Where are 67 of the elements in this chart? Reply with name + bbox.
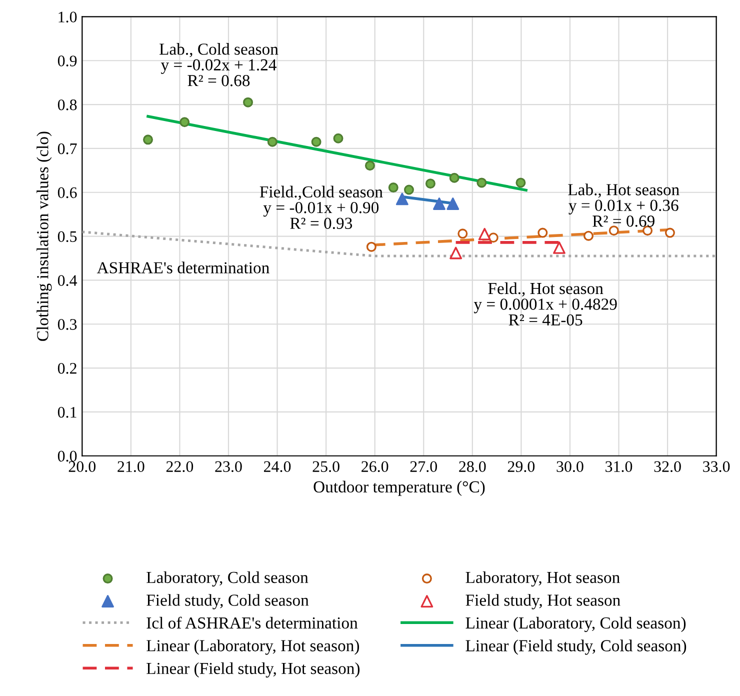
point: [553, 241, 566, 254]
point: [388, 182, 398, 193]
x-tick-label: 32.0: [654, 461, 681, 472]
legend-label: Laboratory, Cold season: [146, 571, 308, 587]
legend-label: Linear (Field study, Hot season): [146, 662, 360, 678]
y-tick-label: 0.6: [58, 187, 77, 198]
point: [142, 134, 153, 145]
point: [366, 242, 376, 252]
point: [396, 192, 408, 206]
point: [243, 97, 254, 108]
y-tick-label: 0.5: [58, 231, 77, 242]
y-tick-label: 0.3: [58, 319, 77, 330]
x-axis-title: Outdoor temperature (°C): [314, 480, 485, 496]
point: [608, 226, 619, 236]
point: [333, 133, 344, 144]
point: [180, 117, 190, 128]
x-tick-label: 27.0: [410, 461, 437, 472]
legend-label: Field study, Hot season: [466, 594, 620, 610]
y-tick-label: 0.1: [58, 406, 76, 418]
y-tick-label: 0.9: [58, 56, 77, 66]
annotation: Feld., Hot season y = 0.0001x + 0.4829 R² = 4E-05: [474, 282, 617, 326]
x-tick-label: 23.0: [215, 461, 242, 472]
legend-label: Field study, Cold season: [146, 594, 309, 610]
point: [538, 228, 548, 238]
legend-label: Laboratory, Hot season: [466, 571, 620, 587]
legend-label: Linear (Laboratory, Hot season): [146, 640, 360, 655]
point: [404, 184, 414, 195]
x-tick-label: 25.0: [312, 461, 340, 472]
point: [488, 232, 498, 243]
point: [584, 230, 594, 241]
point: [364, 160, 375, 171]
point: [450, 246, 462, 260]
x-tick-label: 33.0: [703, 461, 730, 472]
point: [458, 228, 468, 239]
y-tick-label: 0.8: [58, 99, 77, 110]
x-tick-label: 29.0: [508, 461, 535, 472]
point: [449, 172, 460, 183]
point: [433, 198, 446, 210]
y-tick-label: 1.0: [58, 12, 77, 22]
y-tick-label: 0.7: [58, 143, 77, 154]
y-axis-title: Clothing insulation values (clo): [36, 132, 52, 341]
point: [446, 198, 460, 210]
point: [664, 228, 675, 238]
x-tick-label: 28.0: [459, 461, 486, 472]
x-tick-label: 21.0: [118, 461, 144, 472]
point: [311, 136, 322, 147]
point: [425, 178, 436, 189]
point: [267, 136, 278, 147]
x-tick-label: 26.0: [362, 461, 388, 472]
annotation: Field.,Cold season y = -0.01x + 0.90 R² = 0.93: [260, 186, 383, 230]
x-tick-label: 31.0: [606, 461, 632, 472]
x-tick-label: 20.0: [68, 461, 96, 472]
point: [516, 178, 526, 188]
x-tick-label: 30.0: [556, 461, 584, 472]
annotation: Lab., Hot season y = 0.01x + 0.36 R² = 0.69: [568, 184, 680, 227]
x-tick-label: 22.0: [166, 461, 194, 472]
annotation: Lab., Cold season y = -0.02x + 1.24 R² = 0.68: [159, 43, 278, 86]
y-tick-label: 0.4: [58, 275, 78, 286]
point: [478, 228, 491, 240]
legend-label: Linear (Laboratory, Cold season): [466, 616, 686, 632]
y-tick-label: 0.0: [58, 450, 77, 462]
x-tick-label: 24.0: [264, 461, 291, 472]
y-tick-label: 0.2: [58, 362, 76, 374]
annotation: ASHRAE's determination: [96, 262, 270, 274]
legend-label: Linear (Field study, Cold season): [466, 640, 686, 655]
point: [476, 178, 487, 188]
legend-label: Icl of ASHRAE's determination: [146, 616, 358, 629]
